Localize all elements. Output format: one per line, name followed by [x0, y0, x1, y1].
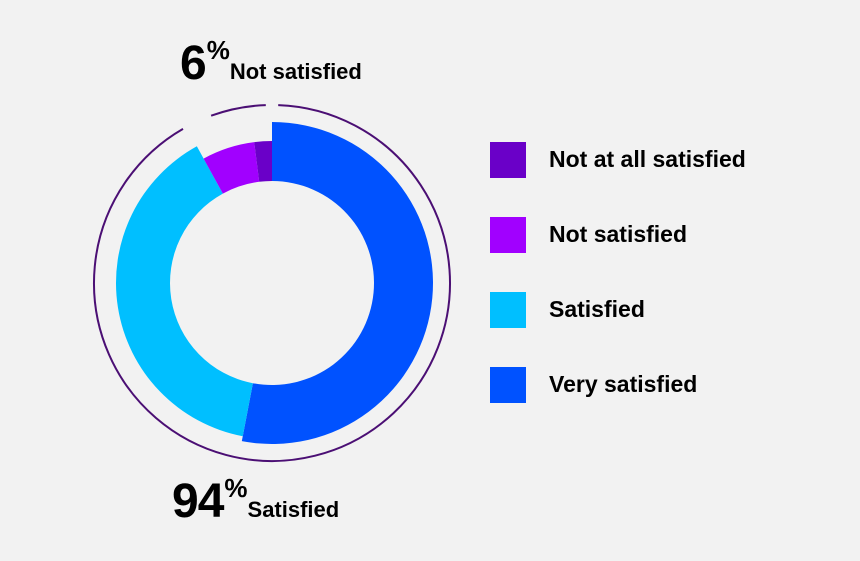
legend-label: Not satisfied [549, 221, 688, 247]
legend-label: Satisfied [549, 296, 645, 322]
legend-item-very-satisfied: Very satisfied [490, 366, 746, 403]
callout-satisfied-label: Satisfied [247, 497, 340, 522]
legend-item-satisfied: Satisfied [490, 291, 746, 328]
legend-label: Not at all satisfied [549, 146, 746, 172]
callout-not-satisfied-value: 6 [180, 37, 207, 90]
legend-swatch [490, 366, 526, 403]
legend-item-not-satisfied: Not satisfied [490, 216, 746, 253]
legend-item-not-at-all-satisfied: Not at all satisfied [490, 141, 746, 178]
callout-not-satisfied-unit: % [206, 35, 230, 65]
legend-swatch [490, 291, 526, 328]
legend-swatch [490, 141, 526, 178]
slice-satisfied [115, 146, 253, 437]
outer-ring-arc-1 [93, 104, 451, 462]
callout-not-satisfied: 6%Not satisfied [180, 35, 362, 91]
slice-not-at-all-satisfied [254, 141, 272, 182]
legend-label: Very satisfied [549, 371, 698, 397]
callout-satisfied-value: 94 [172, 475, 224, 528]
callout-satisfied-unit: % [224, 473, 248, 503]
outer-ring-arc-2 [210, 104, 266, 117]
callout-satisfied: 94%Satisfied [172, 473, 340, 529]
legend-swatch [490, 216, 526, 253]
legend: Not at all satisfied Not satisfied Satis… [490, 141, 746, 441]
callout-not-satisfied-label: Not satisfied [229, 59, 362, 84]
slice-not-satisfied [203, 142, 260, 194]
slice-very-satisfied [241, 122, 433, 444]
